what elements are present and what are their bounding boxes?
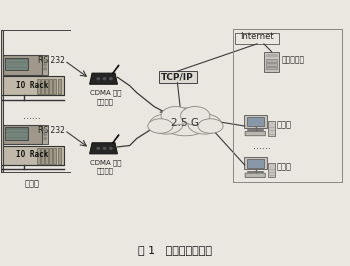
FancyBboxPatch shape [5,58,28,70]
Text: 上位机: 上位机 [276,120,291,129]
Ellipse shape [181,107,210,125]
Text: 图 1   系统通信结构图: 图 1 系统通信结构图 [138,245,212,255]
Circle shape [110,147,112,149]
Polygon shape [90,143,118,154]
Ellipse shape [160,108,211,136]
Text: 2.5 G: 2.5 G [172,118,200,128]
Text: IO Rack: IO Rack [16,150,48,159]
Text: 上位机: 上位机 [276,163,291,172]
Circle shape [43,64,46,66]
FancyBboxPatch shape [159,70,197,84]
Circle shape [97,147,99,149]
FancyBboxPatch shape [268,121,275,135]
Circle shape [43,68,46,70]
FancyBboxPatch shape [247,159,264,168]
Text: RS 232: RS 232 [38,126,65,135]
Circle shape [97,78,99,80]
Text: CDMA 数据
传输终端: CDMA 数据 传输终端 [90,159,121,174]
Ellipse shape [161,107,190,125]
FancyBboxPatch shape [4,125,42,144]
FancyBboxPatch shape [41,79,44,94]
FancyBboxPatch shape [45,148,48,164]
FancyBboxPatch shape [1,30,3,172]
FancyBboxPatch shape [53,148,56,164]
Text: CDMA 数据
传输终端: CDMA 数据 传输终端 [90,90,121,105]
Ellipse shape [149,114,183,134]
Circle shape [110,78,112,80]
FancyBboxPatch shape [268,163,275,177]
FancyBboxPatch shape [53,79,56,94]
FancyBboxPatch shape [245,173,265,178]
Circle shape [43,138,46,140]
Text: 下位机: 下位机 [25,179,40,188]
FancyBboxPatch shape [245,131,265,136]
Polygon shape [90,73,118,84]
Text: RS 232: RS 232 [38,56,65,65]
FancyBboxPatch shape [49,148,52,164]
FancyBboxPatch shape [42,55,48,74]
FancyBboxPatch shape [264,52,279,72]
Text: TCP/IP: TCP/IP [161,73,194,81]
FancyBboxPatch shape [37,148,40,164]
Text: Internet: Internet [240,32,274,41]
Circle shape [103,78,106,80]
Text: ……: …… [23,112,41,121]
FancyBboxPatch shape [2,76,64,95]
FancyBboxPatch shape [266,59,277,62]
FancyBboxPatch shape [266,67,277,69]
FancyBboxPatch shape [57,79,61,94]
FancyBboxPatch shape [5,127,28,140]
FancyBboxPatch shape [49,79,52,94]
FancyBboxPatch shape [247,117,264,126]
FancyBboxPatch shape [45,79,48,94]
Text: IO Rack: IO Rack [16,81,48,90]
FancyBboxPatch shape [4,55,42,74]
Text: ……: …… [253,142,271,151]
FancyBboxPatch shape [244,115,267,128]
Circle shape [103,147,106,149]
Ellipse shape [188,114,221,134]
FancyBboxPatch shape [37,79,40,94]
FancyBboxPatch shape [244,157,267,169]
Ellipse shape [198,119,223,133]
FancyBboxPatch shape [42,125,48,144]
Circle shape [43,60,46,62]
FancyBboxPatch shape [41,148,44,164]
Text: 通信服务器: 通信服务器 [281,55,304,64]
FancyBboxPatch shape [2,146,64,165]
Circle shape [43,133,46,135]
FancyBboxPatch shape [57,148,61,164]
Circle shape [43,129,46,131]
Ellipse shape [148,119,173,133]
FancyBboxPatch shape [266,63,277,66]
